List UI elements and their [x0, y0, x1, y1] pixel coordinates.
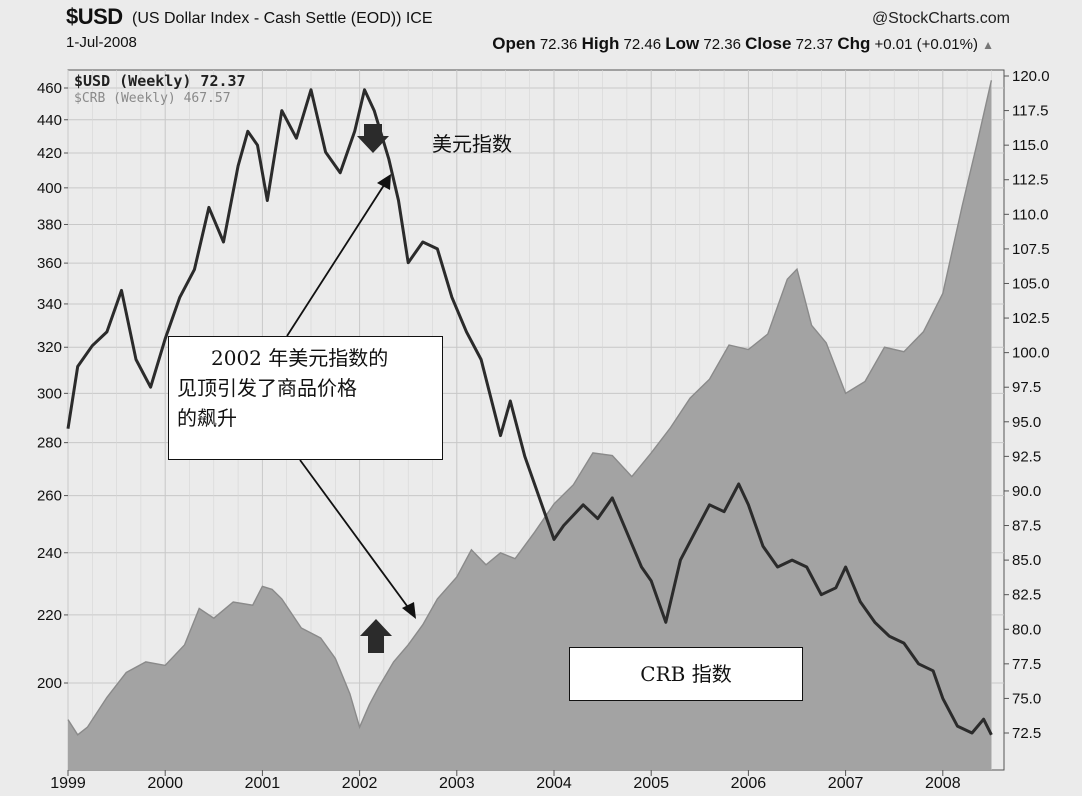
crb-annotation-label: CRB 指数 [569, 647, 803, 701]
x-tick-label: 2002 [342, 775, 378, 792]
down-arrow-icon [357, 124, 389, 153]
right-tick-label: 92.5 [1012, 448, 1041, 465]
open-label: Open [492, 34, 536, 53]
crb-series [67, 80, 993, 771]
right-tick-label: 82.5 [1012, 587, 1041, 604]
right-tick-label: 75.0 [1012, 690, 1041, 707]
left-tick-label: 420 [37, 145, 62, 162]
usd-series [66, 88, 993, 736]
right-tick-label: 87.5 [1012, 518, 1041, 535]
close-value: 72.37 [795, 36, 834, 53]
high-label: High [581, 34, 620, 53]
left-tick-label: 400 [37, 180, 62, 197]
left-tick-label: 220 [37, 607, 62, 624]
left-tick-label: 340 [37, 296, 62, 313]
callout-arrowhead-down [402, 602, 416, 619]
right-tick-label: 107.5 [1012, 241, 1050, 258]
low-value: 72.36 [703, 36, 741, 53]
trend-up-icon: ▲ [982, 38, 994, 52]
left-tick-label: 460 [37, 80, 62, 97]
callout-line-1: 2002 年美元指数的 [211, 346, 389, 370]
right-tick-label: 112.5 [1012, 172, 1048, 189]
markers [286, 124, 416, 653]
left-axis: 200 220 240 260 280 300 320 340 360 380 400 420 440 4… [37, 80, 68, 692]
left-tick-label: 260 [37, 488, 62, 505]
legend-usd: $USD (Weekly) 72.37 [74, 72, 246, 90]
left-tick-label: 200 [37, 675, 62, 692]
right-tick-label: 102.5 [1012, 310, 1050, 327]
x-tick-label: 2006 [731, 775, 767, 792]
right-tick-label: 90.0 [1012, 483, 1041, 500]
x-tick-label: 2001 [245, 775, 281, 792]
x-tick-label: 2007 [828, 775, 864, 792]
x-axis: 1999 2000 2001 2002 2003 2004 2005 2006 2007 2008 [50, 770, 961, 792]
x-tick-label: 2005 [633, 775, 669, 792]
usd-line [66, 88, 993, 736]
left-tick-label: 380 [37, 216, 62, 233]
brand-watermark: @StockCharts.com [871, 10, 1010, 27]
crb-edge-line [67, 80, 993, 736]
left-tick-label: 280 [37, 435, 62, 452]
right-tick-label: 85.0 [1012, 552, 1041, 569]
left-tick-label: 240 [37, 545, 62, 562]
right-tick-label: 72.5 [1012, 725, 1041, 742]
right-tick-label: 110.0 [1012, 206, 1048, 223]
callout-box: 2002 年美元指数的 见顶引发了商品价格 的飙升 [168, 336, 443, 460]
right-tick-label: 77.5 [1012, 656, 1041, 673]
x-tick-label: 1999 [50, 775, 86, 792]
open-value: 72.36 [539, 36, 578, 53]
right-tick-label: 80.0 [1012, 621, 1041, 638]
ohlc-bar: Open 72.36 High 72.46 Low 72.36 Close 72… [492, 34, 994, 54]
left-tick-label: 360 [37, 255, 62, 272]
callout-line-up [286, 181, 387, 337]
right-tick-label: 115.0 [1012, 137, 1048, 154]
x-tick-label: 2004 [536, 775, 572, 792]
high-value: 72.46 [623, 36, 662, 53]
chg-label: Chg [837, 34, 871, 53]
right-tick-label: 97.5 [1012, 379, 1041, 396]
x-tick-label: 2000 [147, 775, 183, 792]
right-tick-label: 100.0 [1012, 345, 1050, 362]
symbol-title: $USD [66, 4, 123, 29]
right-tick-label: 105.0 [1012, 275, 1050, 292]
close-label: Close [745, 34, 792, 53]
right-tick-label: 117.5 [1012, 103, 1048, 120]
left-tick-label: 300 [37, 385, 62, 402]
callout-line-3: 的飙升 [177, 406, 237, 430]
callout-line-2: 见顶引发了商品价格 [177, 376, 357, 400]
callout-line-down [299, 459, 411, 611]
left-tick-label: 440 [37, 112, 62, 129]
callout-arrowhead-up [377, 174, 391, 190]
x-tick-label: 2008 [925, 775, 961, 792]
left-tick-label: 320 [37, 339, 62, 356]
symbol-description: (US Dollar Index - Cash Settle (EOD)) IC… [132, 10, 433, 27]
chg-value: +0.01 (+0.01%) [874, 36, 978, 53]
up-arrow-icon [360, 619, 392, 653]
right-tick-label: 120.0 [1012, 68, 1050, 85]
right-axis: 72.5 75.0 77.5 80.0 82.5 85.0 87.5 90.0 92.5 95.0… [1004, 68, 1050, 742]
x-tick-label: 2003 [439, 775, 475, 792]
right-tick-label: 95.0 [1012, 414, 1041, 431]
crb-area [68, 80, 992, 771]
legend-crb: $CRB (Weekly) 467.57 [74, 91, 231, 106]
usd-annotation-label: 美元指数 [432, 132, 512, 156]
low-label: Low [665, 34, 700, 53]
quote-date: 1-Jul-2008 [66, 34, 137, 51]
